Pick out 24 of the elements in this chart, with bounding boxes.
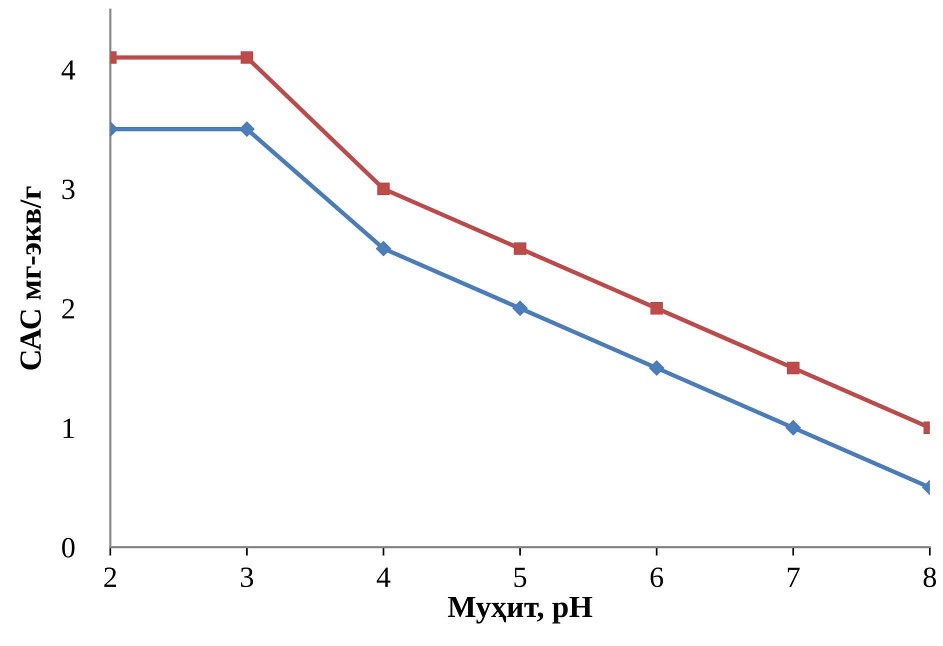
x-tick-label: 7 [788, 568, 800, 587]
point [239, 122, 254, 137]
point [786, 362, 800, 374]
point [650, 302, 663, 315]
point [240, 51, 254, 64]
x-tick-label: 2 [104, 568, 116, 587]
point [786, 420, 801, 436]
y-axis-title: САС мг-экв/г [20, 186, 41, 370]
point [514, 242, 526, 255]
x-tick-label: 8 [924, 567, 936, 588]
x-tick-label: 4 [376, 568, 390, 587]
y-tick-label: 3 [62, 180, 74, 200]
y-tick-label: 0 [62, 538, 74, 558]
x-tick-label: 5 [514, 568, 526, 588]
point [512, 300, 528, 316]
point [376, 240, 392, 256]
y-tick-label: 4 [62, 60, 76, 80]
point [649, 360, 664, 376]
x-tick-label: 6 [650, 568, 664, 588]
y-tick-label: 1 [64, 418, 74, 438]
x-tick-label: 3 [241, 568, 254, 588]
y-tick-label: 2 [62, 299, 74, 318]
point [377, 182, 390, 196]
x-axis-title: Муҳит, pH [448, 596, 592, 624]
